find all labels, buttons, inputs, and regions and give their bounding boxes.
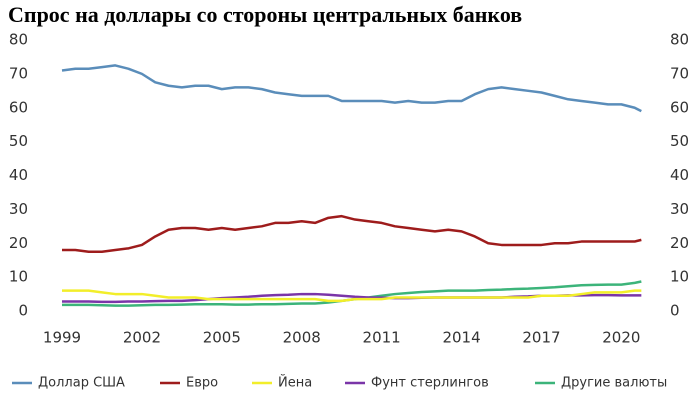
legend-label: Доллар США bbox=[38, 376, 125, 391]
legend-label: Фунт стерлингов bbox=[371, 376, 489, 391]
y-tick-label: 60 bbox=[9, 98, 28, 116]
y2-tick-label: 70 bbox=[670, 64, 689, 82]
x-tick-label: 2020 bbox=[602, 329, 640, 347]
y2-tick-label: 0 bbox=[670, 302, 680, 320]
y-tick-label: 10 bbox=[9, 268, 28, 286]
y2-tick-label: 30 bbox=[670, 200, 689, 218]
y2-tick-label: 80 bbox=[670, 31, 689, 49]
y2-tick-label: 50 bbox=[670, 132, 689, 150]
series-line bbox=[62, 214, 642, 253]
x-tick-label: 2002 bbox=[123, 329, 161, 347]
legend-label: Другие валюты bbox=[561, 376, 667, 391]
x-tick-label: 2017 bbox=[522, 329, 560, 347]
legend-label: Евро bbox=[186, 376, 218, 391]
x-tick-label: 2005 bbox=[203, 329, 241, 347]
series-line bbox=[61, 64, 642, 113]
y-tick-label: 70 bbox=[9, 64, 28, 82]
y2-tick-label: 60 bbox=[670, 98, 689, 116]
x-tick-label: 2014 bbox=[442, 329, 480, 347]
x-tick-label: 2008 bbox=[283, 329, 321, 347]
chart-title: Спрос на доллары со стороны центральных … bbox=[8, 2, 522, 27]
series-line bbox=[62, 289, 642, 303]
x-tick-label: 2011 bbox=[363, 329, 401, 347]
y2-tick-label: 10 bbox=[670, 268, 689, 286]
legend-label: Йена bbox=[278, 375, 312, 391]
x-tick-label: 1999 bbox=[43, 329, 81, 347]
y-tick-label: 40 bbox=[9, 166, 28, 184]
y-tick-label: 50 bbox=[9, 132, 28, 150]
y-tick-label: 80 bbox=[9, 31, 28, 49]
y-tick-label: 0 bbox=[18, 302, 28, 320]
y2-tick-label: 20 bbox=[670, 234, 689, 252]
y-tick-label: 30 bbox=[9, 200, 28, 218]
y2-tick-label: 40 bbox=[670, 166, 689, 184]
y-tick-label: 20 bbox=[9, 234, 28, 252]
